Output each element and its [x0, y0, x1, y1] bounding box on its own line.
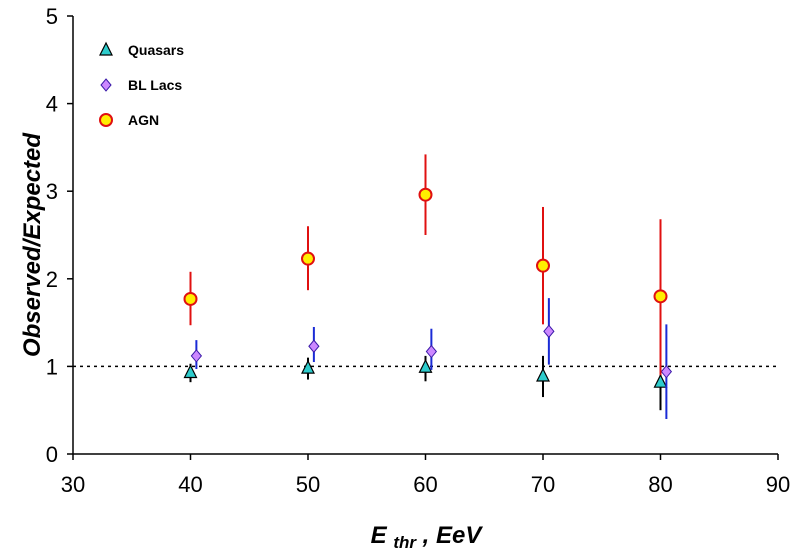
bl-lacs-point — [660, 364, 673, 379]
y-tick-label: 2 — [46, 267, 58, 292]
y-tick-label: 0 — [46, 442, 58, 467]
legend-marker-bl-lacs — [100, 78, 112, 92]
x-tick-label: 90 — [766, 472, 790, 497]
series-agn — [183, 154, 668, 376]
x-axis-title-unit: , EeV — [422, 522, 484, 549]
x-axis-title: E thr , EeV — [371, 522, 484, 553]
x-axis-title-subscript: thr — [393, 533, 417, 552]
quasars-point — [301, 359, 315, 374]
bl-lacs-point — [543, 324, 555, 339]
y-tick-label: 4 — [46, 92, 58, 117]
legend-label-quasars: Quasars — [128, 42, 184, 58]
bl-lacs-point — [308, 339, 320, 354]
y-tick-label: 1 — [46, 354, 58, 379]
bl-lacs-point — [425, 344, 438, 359]
legend-item-quasars: Quasars — [99, 41, 184, 58]
agn-point — [653, 289, 668, 304]
quasars-point — [183, 364, 198, 379]
y-axis-ticks: 0 1 2 3 4 5 — [46, 4, 73, 467]
legend-marker-quasars — [99, 41, 113, 56]
data-marks — [183, 154, 673, 419]
x-tick-label: 30 — [61, 472, 85, 497]
agn-point — [536, 258, 550, 273]
x-tick-label: 70 — [531, 472, 555, 497]
x-tick-label: 50 — [296, 472, 320, 497]
legend: Quasars BL Lacs AGN — [99, 41, 184, 128]
x-tick-label: 40 — [178, 472, 202, 497]
y-axis-title: Observed/Expected — [19, 132, 46, 357]
legend-label-bl-lacs: BL Lacs — [128, 77, 182, 93]
quasars-point — [536, 367, 550, 382]
agn-point — [301, 251, 315, 266]
series-bl-lacs — [190, 298, 673, 419]
x-tick-label: 80 — [648, 472, 672, 497]
series-quasars — [183, 355, 668, 411]
legend-item-bl-lacs: BL Lacs — [100, 77, 182, 93]
legend-item-agn: AGN — [99, 112, 159, 128]
x-tick-label: 60 — [413, 472, 437, 497]
quasars-point — [418, 358, 433, 373]
x-axis-title-main: E — [371, 522, 388, 549]
agn-point — [183, 291, 198, 306]
quasars-point — [653, 373, 668, 388]
y-tick-label: 3 — [46, 179, 58, 204]
legend-label-agn: AGN — [128, 112, 159, 128]
x-axis-ticks: 30 40 50 60 70 80 90 — [61, 454, 790, 497]
y-tick-label: 5 — [46, 4, 58, 29]
legend-marker-agn — [99, 113, 113, 127]
agn-point — [418, 187, 433, 202]
bl-lacs-point — [190, 349, 203, 363]
